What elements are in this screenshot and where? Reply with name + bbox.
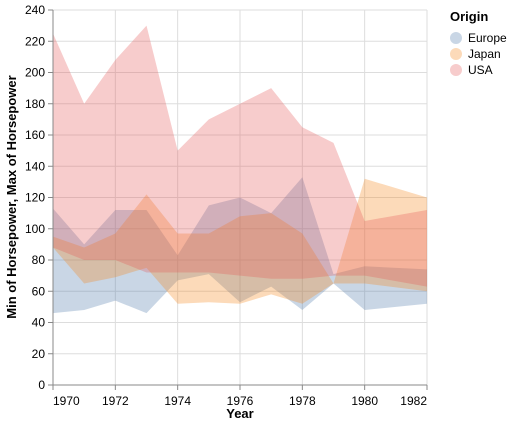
y-tick-label: 180 [25, 97, 45, 111]
x-tick-label: 1970 [53, 394, 80, 408]
y-tick-label: 80 [32, 253, 46, 267]
y-tick-label: 100 [25, 222, 45, 236]
range-area [53, 178, 427, 304]
y-tick-label: 20 [32, 347, 46, 361]
legend-symbol [450, 32, 462, 44]
legend-symbol [450, 64, 462, 76]
x-tick-label: 1974 [164, 394, 191, 408]
x-tick-label: 1976 [227, 394, 254, 408]
y-tick-label: 140 [25, 159, 45, 173]
y-tick-label: 120 [25, 191, 45, 205]
legend-title: Origin [450, 9, 488, 24]
y-tick-label: 0 [38, 378, 45, 392]
x-tick-label: 1980 [351, 394, 378, 408]
y-axis-title: Min of Horsepower, Max of Horsepower [4, 75, 19, 318]
y-tick-label: 240 [25, 3, 45, 17]
legend-label: Japan [468, 47, 501, 61]
x-tick-label: 1972 [102, 394, 129, 408]
y-tick-label: 40 [32, 316, 46, 330]
x-axis-title: Year [226, 406, 253, 421]
y-tick-label: 160 [25, 128, 45, 142]
x-tick-label: 1978 [289, 394, 316, 408]
y-tick-label: 200 [25, 66, 45, 80]
legend-label: USA [468, 63, 493, 77]
x-tick-label: 1982 [400, 394, 427, 408]
legend-label: Europe [468, 31, 507, 45]
y-tick-label: 60 [32, 284, 46, 298]
range-area [53, 177, 427, 314]
range-area [53, 25, 427, 287]
y-tick-label: 220 [25, 34, 45, 48]
legend-symbol [450, 48, 462, 60]
